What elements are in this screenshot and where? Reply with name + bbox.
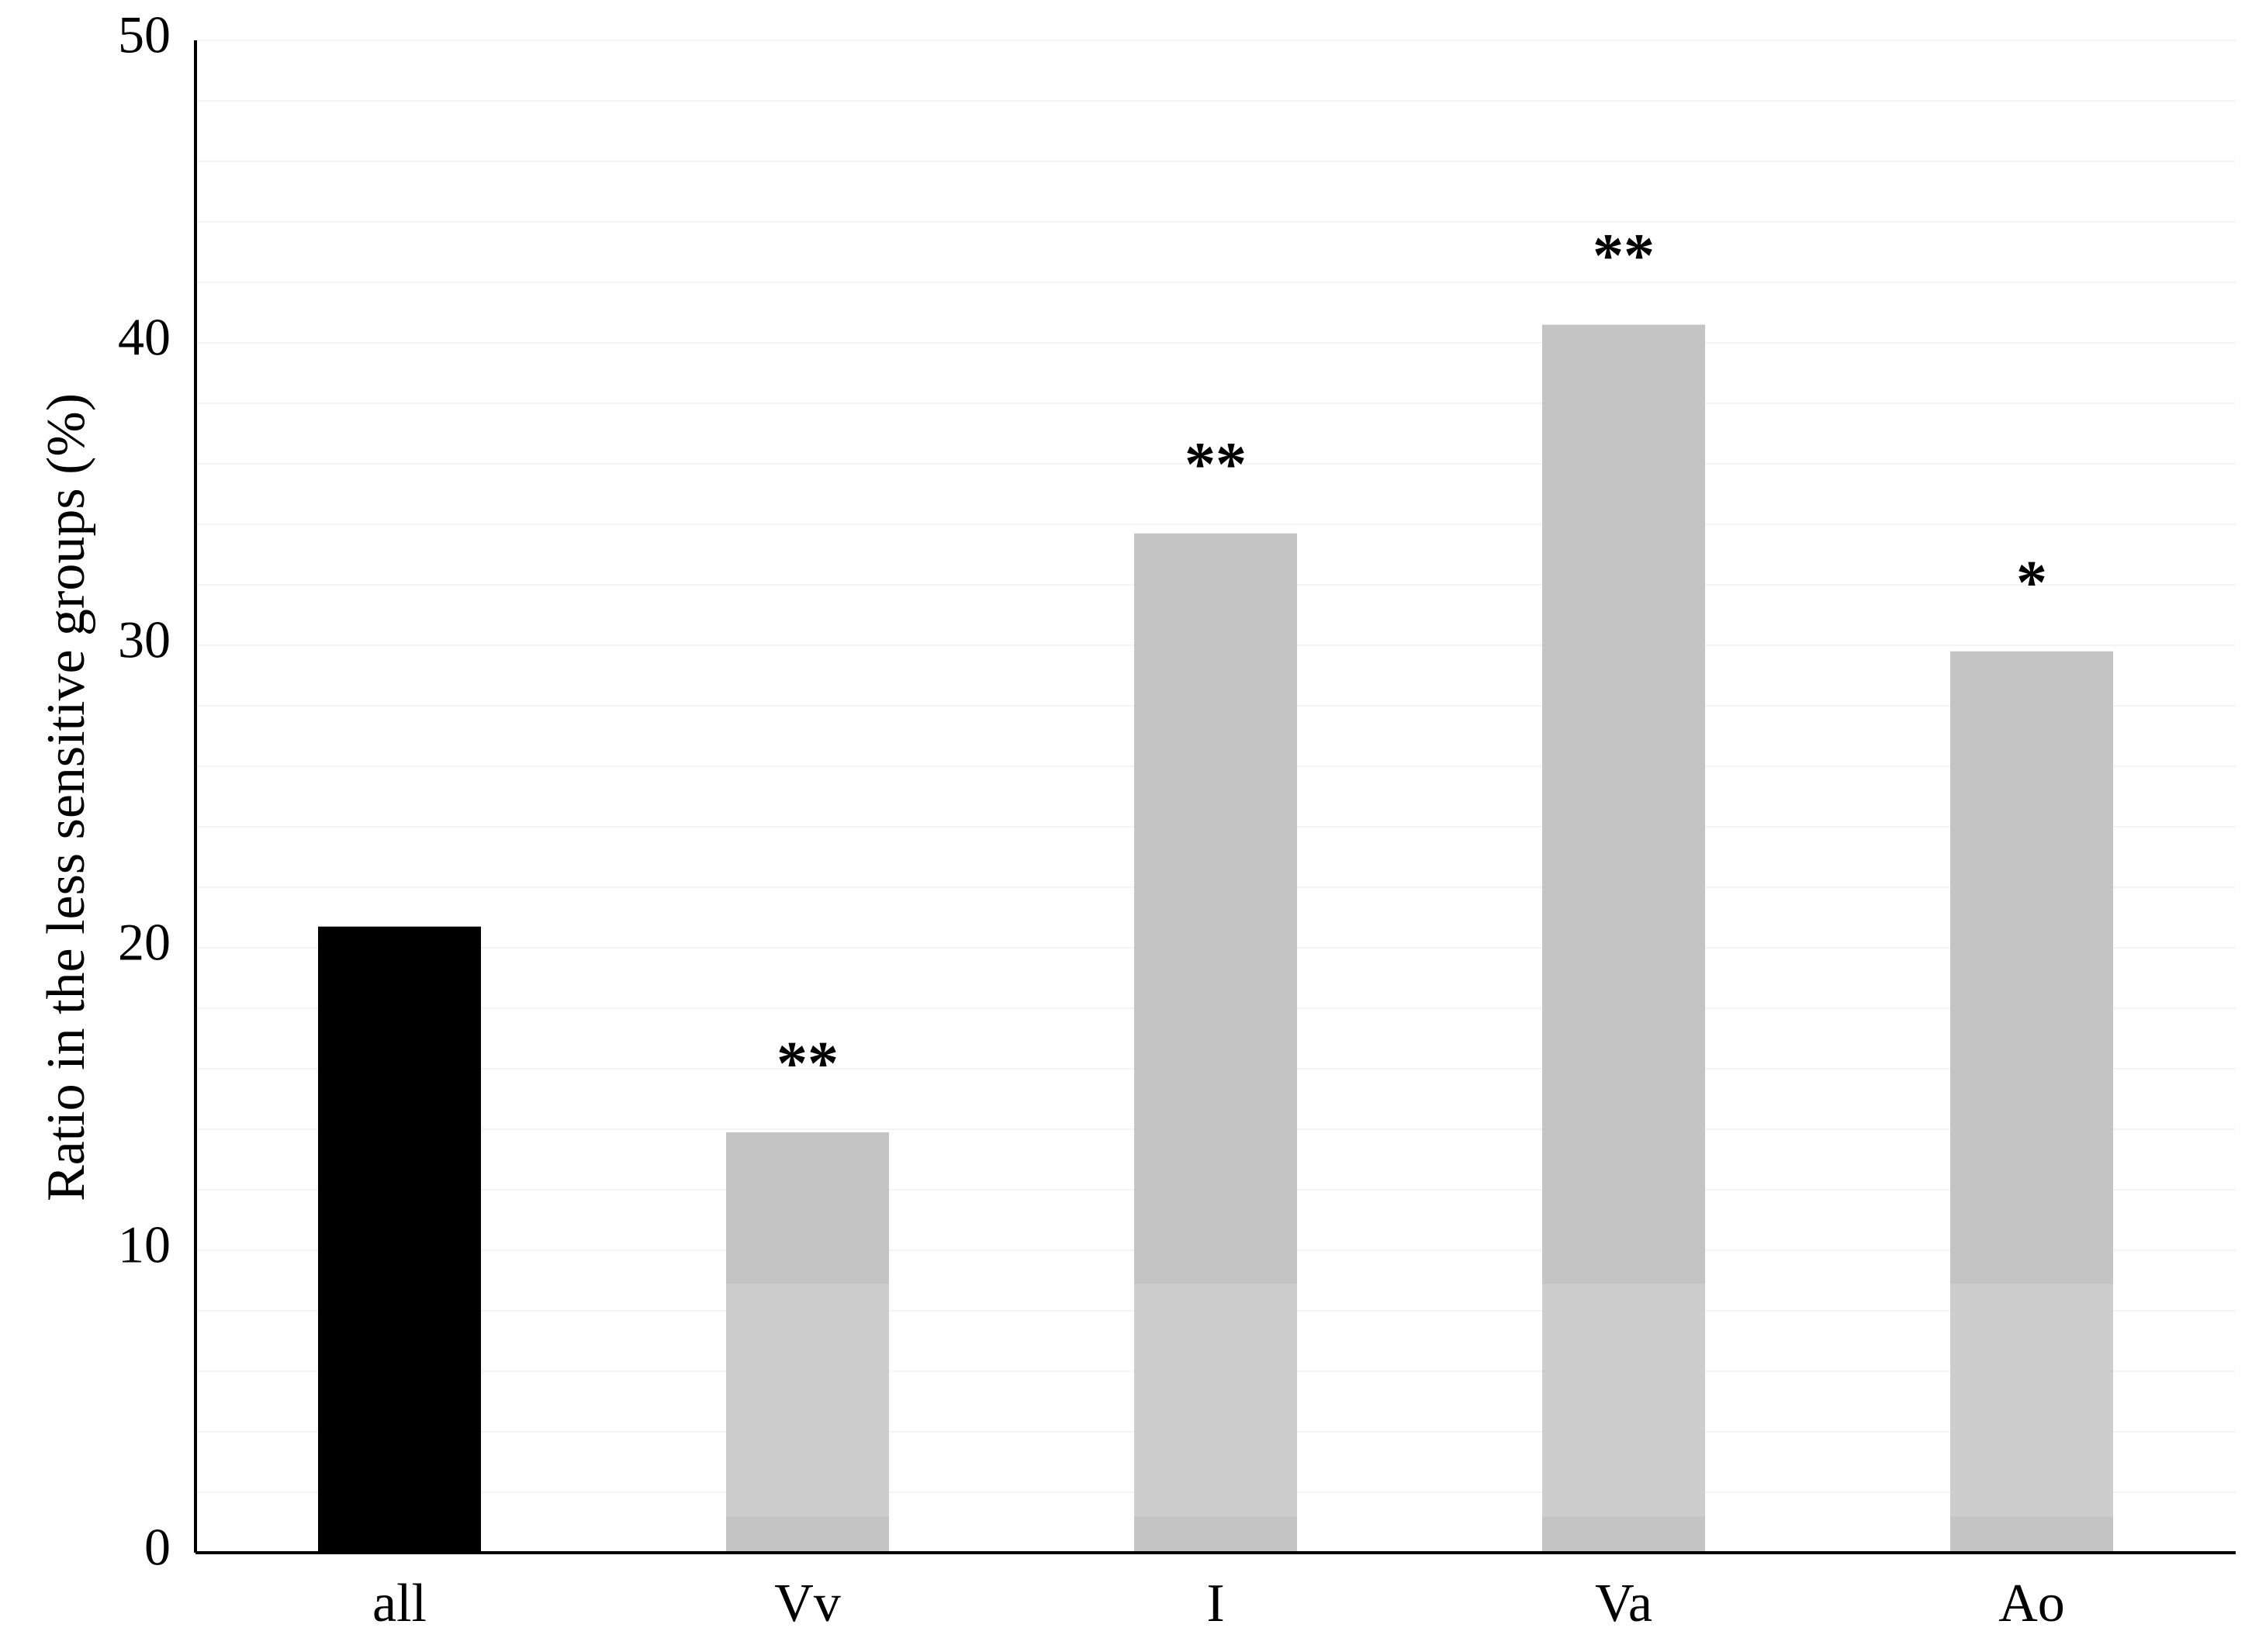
bar-band-vv	[726, 1283, 889, 1517]
significance-labels: *******	[777, 223, 2047, 1098]
x-category-label: Ao	[1998, 1574, 2065, 1633]
y-tick-label: 40	[118, 308, 171, 367]
x-category-labels: all Vv I Va Ao	[372, 1574, 2065, 1633]
y-tick-labels: 0 10 20 30 40 50	[118, 5, 171, 1577]
significance-marker: **	[1185, 431, 1247, 499]
bar-all	[318, 926, 481, 1553]
x-category-label: all	[372, 1574, 427, 1633]
x-category-label: Vv	[774, 1574, 841, 1633]
y-tick-label: 10	[118, 1215, 171, 1274]
plot-area	[195, 40, 2236, 1554]
bar-band-va	[1542, 1283, 1705, 1517]
x-category-label: Va	[1595, 1574, 1652, 1633]
axes	[194, 40, 2236, 1554]
y-tick-label: 20	[118, 913, 171, 972]
y-axis-title: Ratio in the less sensitive groups (%)	[36, 393, 96, 1201]
y-tick-label: 30	[118, 610, 171, 669]
significance-marker: **	[777, 1030, 839, 1098]
significance-marker: **	[1593, 223, 1655, 291]
bar-band-i	[1134, 1283, 1297, 1517]
y-tick-label: 0	[144, 1518, 171, 1577]
y-tick-label: 50	[118, 5, 171, 64]
bar-band-ao	[1950, 1283, 2113, 1517]
significance-marker: *	[2016, 549, 2047, 617]
x-category-label: I	[1206, 1574, 1224, 1633]
